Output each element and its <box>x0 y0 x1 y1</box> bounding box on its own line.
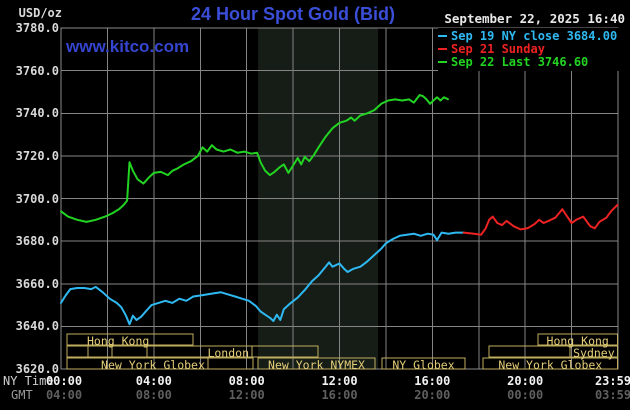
kitco-watermark-link[interactable]: www.kitco.com <box>66 37 190 56</box>
y-tick-label: 3660.0 <box>15 276 59 291</box>
y-tick-label: 3760.0 <box>15 63 59 78</box>
x-tick-ny-time: 23:59 <box>594 374 630 388</box>
y-tick-label: 3620.0 <box>15 362 59 376</box>
x-tick-gmt: 20:00 <box>414 388 451 402</box>
session-box <box>251 345 319 358</box>
ny-time-axis-label: NY Time <box>3 374 54 388</box>
legend-label-sep19: Sep 19 NY close 3684.00 <box>451 28 618 43</box>
x-tick-ny-time: 20:00 <box>507 374 544 388</box>
session-box <box>488 345 571 358</box>
session-box <box>381 357 466 370</box>
y-tick-label: 3780.0 <box>15 21 59 35</box>
legend-swatch-sep22 <box>438 61 447 64</box>
legend-swatch-sep21 <box>438 48 447 51</box>
y-tick-label: 3740.0 <box>15 106 59 121</box>
x-tick-ny-time: 16:00 <box>414 374 451 388</box>
session-label: New York NYMEX <box>268 357 365 372</box>
session-box <box>87 345 113 358</box>
session-label: New York Globex <box>101 357 205 372</box>
unit-label: USD/oz <box>18 6 62 20</box>
legend-swatch-sep19 <box>438 34 447 37</box>
legend-item-sep19: Sep 19 NY close 3684.00 <box>438 28 626 43</box>
legend: Sep 19 NY close 3684.00 Sep 21 Sunday Se… <box>438 28 626 72</box>
session-box <box>111 345 148 358</box>
session-box <box>66 333 194 346</box>
series-line <box>60 94 449 223</box>
y-tick-label: 3720.0 <box>15 148 59 163</box>
legend-item-sep21: Sep 21 Sunday <box>438 42 626 57</box>
x-tick-ny-time: 08:00 <box>228 374 265 388</box>
session-label: NY Globex <box>392 357 455 372</box>
y-tick-label: 3700.0 <box>15 191 59 206</box>
x-tick-ny-time: 12:00 <box>321 374 358 388</box>
series-line <box>60 231 465 326</box>
gmt-axis-label: GMT <box>11 388 33 402</box>
session-label: Sydney <box>573 345 615 360</box>
x-tick-gmt: 16:00 <box>321 388 358 402</box>
session-label: New York Globex <box>498 357 603 372</box>
legend-item-sep22: Sep 22 Last 3746.60 <box>438 55 626 70</box>
session-label: London <box>207 345 249 360</box>
datetime-label: September 22, 2025 16:40 <box>444 11 625 26</box>
legend-label-sep22: Sep 22 Last 3746.60 <box>451 55 589 70</box>
x-tick-gmt: 08:00 <box>135 388 172 402</box>
x-tick-gmt: 00:00 <box>507 388 544 402</box>
session-label: Hong Kong <box>87 333 150 348</box>
x-tick-gmt: 12:00 <box>228 388 265 402</box>
session-box <box>66 345 89 358</box>
session-box <box>207 357 254 370</box>
session-box <box>537 333 619 346</box>
session-label: Hong Kong <box>546 333 609 348</box>
x-tick-ny-time: 00:00 <box>45 374 83 388</box>
y-tick-label: 3640.0 <box>15 319 59 334</box>
series-line <box>462 203 619 236</box>
x-tick-gmt: 03:59 <box>594 388 630 402</box>
y-tick-label: 3680.0 <box>15 234 59 249</box>
legend-label-sep21: Sep 21 Sunday <box>451 42 545 57</box>
x-tick-gmt: 04:00 <box>45 388 83 402</box>
session-box <box>482 357 619 370</box>
page-title: 24 Hour Spot Gold (Bid) <box>191 4 395 24</box>
x-tick-ny-time: 04:00 <box>135 374 172 388</box>
session-box <box>257 357 376 370</box>
session-box <box>569 345 619 358</box>
